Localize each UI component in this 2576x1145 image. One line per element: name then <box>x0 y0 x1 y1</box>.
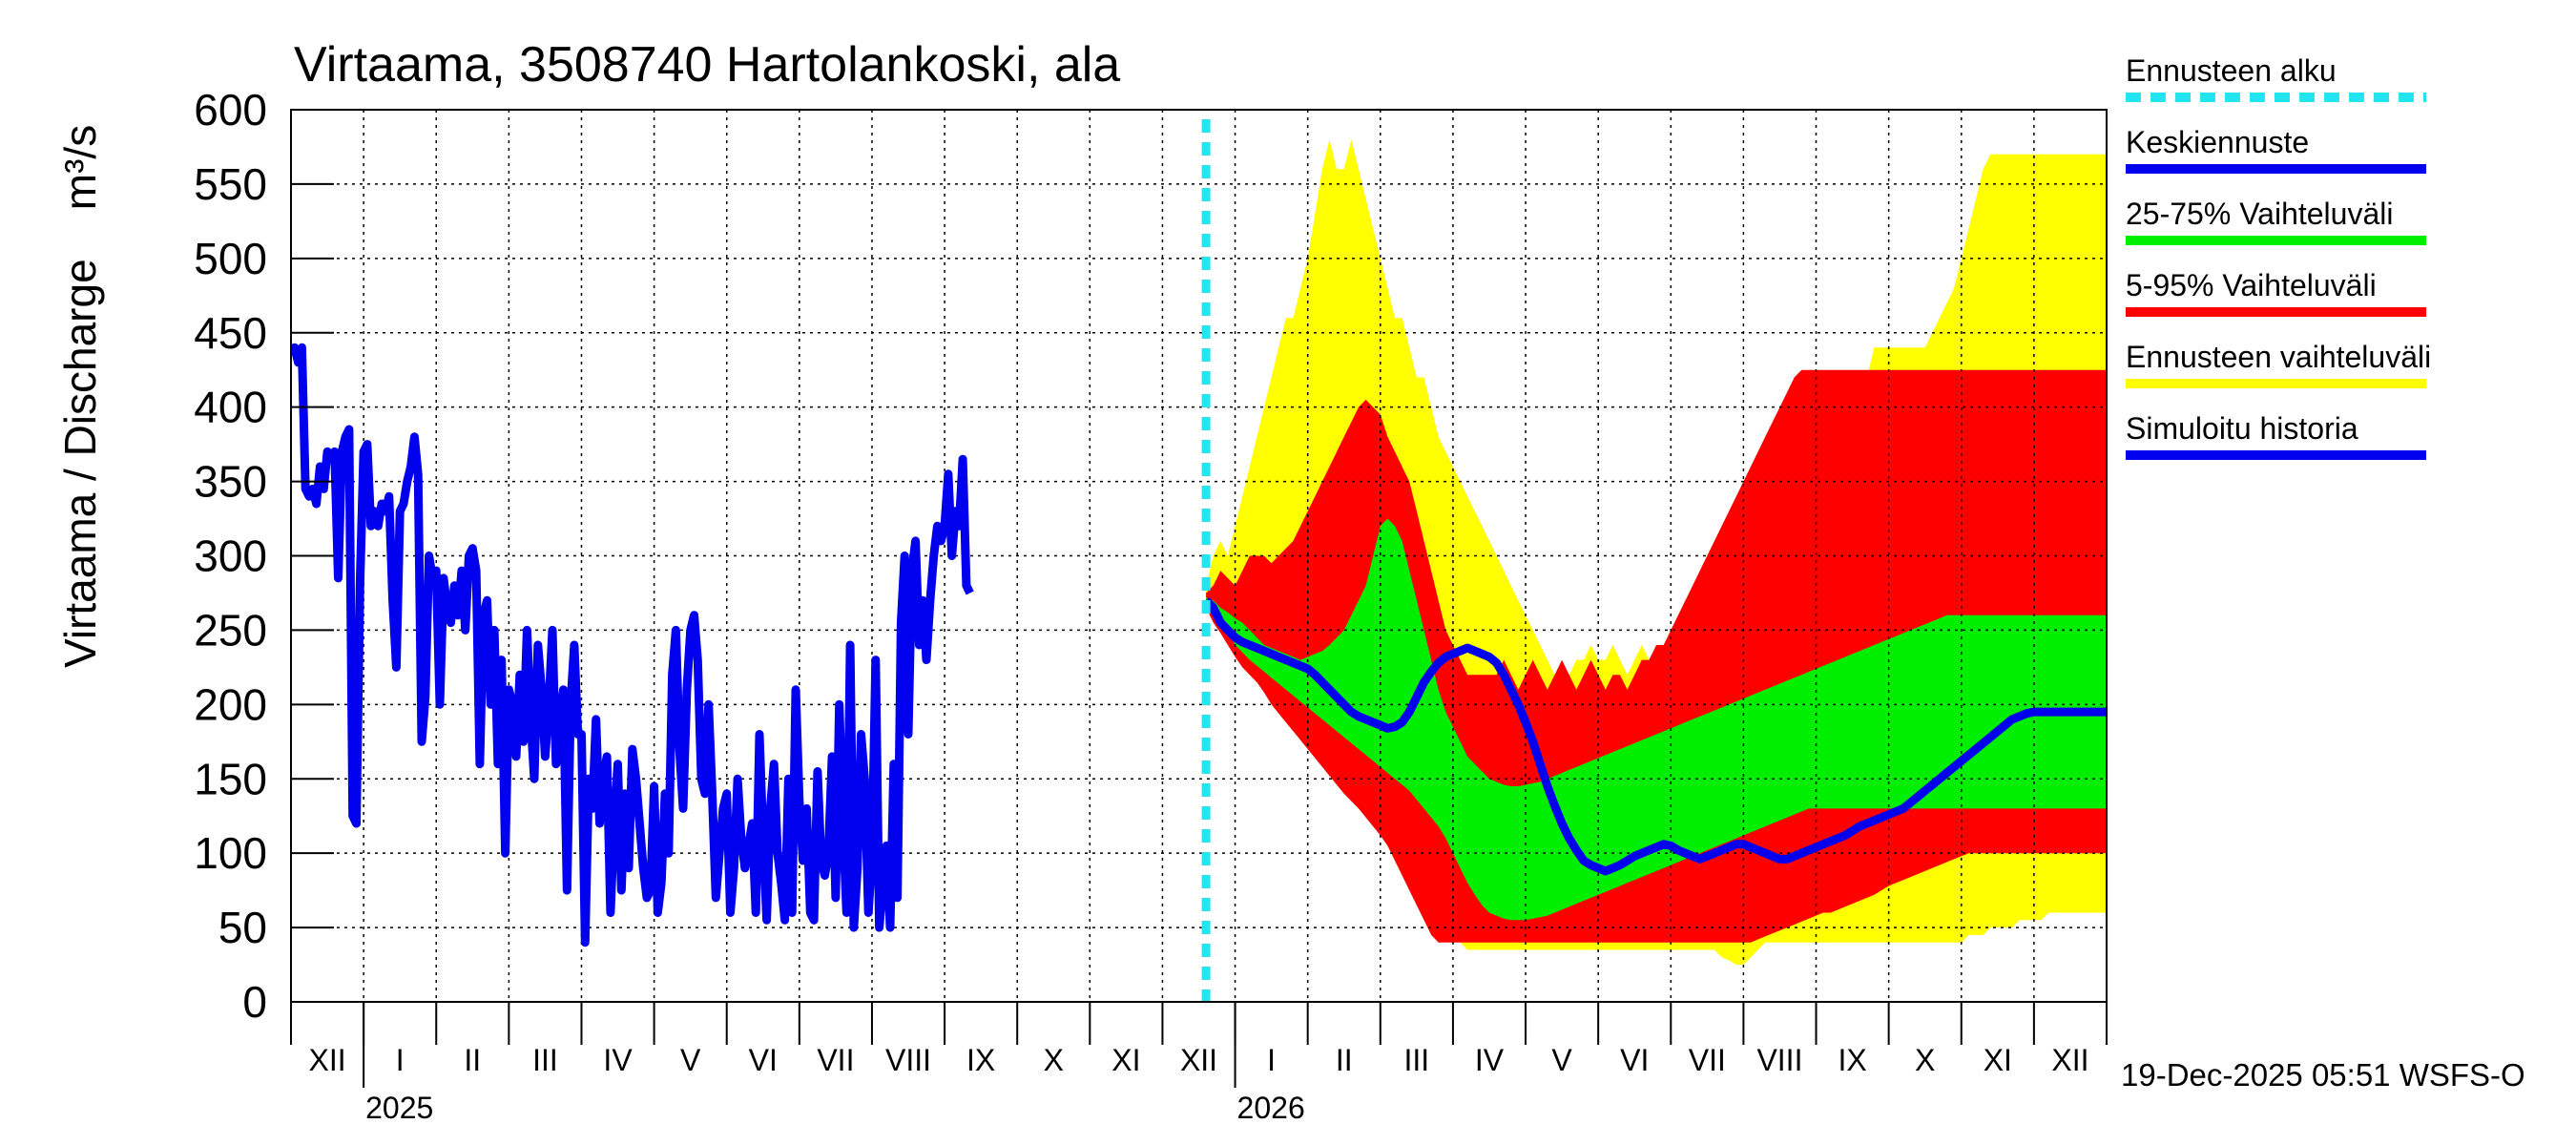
y-tick-label-10: 500 <box>194 234 267 283</box>
forecast-bands <box>1206 139 2107 965</box>
y-tick-label-3: 150 <box>194 754 267 803</box>
month-label-9: IX <box>966 1043 995 1077</box>
month-label-8: VIII <box>885 1043 931 1077</box>
month-label-24: XII <box>2051 1043 2088 1077</box>
timestamp: 19-Dec-2025 05:51 WSFS-O <box>2121 1057 2525 1093</box>
y-axis-label: Virtaama / Discharge m³/s <box>55 125 105 668</box>
y-tick-label-4: 200 <box>194 679 267 729</box>
median-line <box>1202 597 2107 876</box>
y-tick-label-7: 350 <box>194 457 267 507</box>
y-tick-label-9: 450 <box>194 308 267 358</box>
month-label-13: I <box>1267 1043 1276 1077</box>
y-axis-label-group: Virtaama / Discharge m³/s <box>55 125 105 668</box>
y-tick-label-12: 600 <box>194 85 267 135</box>
month-label-4: IV <box>603 1043 633 1077</box>
month-label-5: V <box>680 1043 701 1077</box>
y-tick-label-8: 400 <box>194 383 267 432</box>
month-label-6: VI <box>749 1043 778 1077</box>
month-label-0: XII <box>308 1043 345 1077</box>
axes <box>290 109 2108 1088</box>
month-label-10: X <box>1044 1043 1064 1077</box>
month-label-16: IV <box>1475 1043 1505 1077</box>
legend-label-4: Ennusteen vaihteluväli <box>2126 340 2431 374</box>
month-label-14: II <box>1336 1043 1353 1077</box>
legend-label-1: Keskiennuste <box>2126 125 2309 159</box>
y-tick-label-1: 50 <box>218 903 267 952</box>
legend: Ennusteen alku Keskiennuste 25-75% Vaihtel… <box>2126 53 2431 460</box>
y-tick-label-5: 250 <box>194 605 267 655</box>
legend-label-3: 5-95% Vaihteluväli <box>2126 268 2377 302</box>
month-label-2: II <box>464 1043 481 1077</box>
month-label-12: XII <box>1180 1043 1217 1077</box>
legend-label-2: 25-75% Vaihteluväli <box>2126 197 2393 231</box>
month-label-23: XI <box>1984 1043 2012 1077</box>
y-tick-label-2: 100 <box>194 828 267 878</box>
month-label-1: I <box>396 1043 405 1077</box>
legend-label-0: Ennusteen alku <box>2126 53 2337 88</box>
chart-title: Virtaama, 3508740 Hartolankoski, ala <box>294 37 1120 93</box>
month-label-20: VIII <box>1756 1043 1802 1077</box>
month-label-18: VI <box>1620 1043 1649 1077</box>
y-tick-label-6: 300 <box>194 531 267 581</box>
month-label-19: VII <box>1689 1043 1726 1077</box>
month-label-21: IX <box>1838 1043 1866 1077</box>
month-label-7: VII <box>817 1043 854 1077</box>
legend-label-5: Simuloitu historia <box>2126 411 2358 446</box>
month-label-17: V <box>1551 1043 1572 1077</box>
month-label-11: XI <box>1111 1043 1140 1077</box>
y-tick-label-11: 550 <box>194 159 267 209</box>
history-line <box>291 343 974 947</box>
month-label-22: X <box>1915 1043 1935 1077</box>
year-label-0: 2025 <box>365 1091 433 1125</box>
month-label-3: III <box>532 1043 558 1077</box>
year-label-1: 2026 <box>1237 1091 1305 1125</box>
y-tick-label-0: 0 <box>242 977 267 1027</box>
month-label-15: III <box>1404 1043 1430 1077</box>
series-lines <box>291 119 2107 1002</box>
band-2 <box>1206 518 2107 921</box>
